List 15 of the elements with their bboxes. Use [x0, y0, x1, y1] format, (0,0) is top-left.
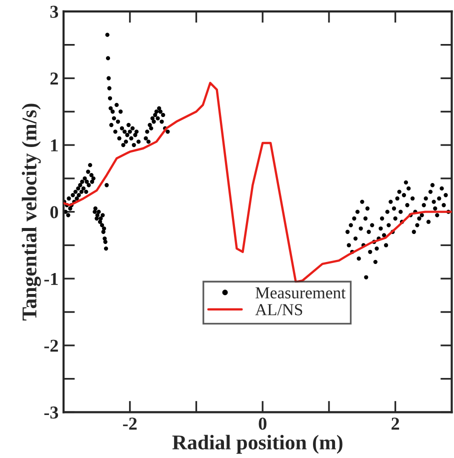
x-tick-label: 2: [392, 418, 400, 430]
line-series: [64, 82, 452, 284]
y-tick-label: 0: [50, 206, 58, 218]
x-tick-label: 0: [258, 418, 266, 430]
y-tick-label: 1: [51, 139, 58, 152]
y-tick-label: -2: [44, 340, 58, 352]
legend-label: Measurement: [256, 287, 346, 298]
x-axis-title: Radial position (m): [172, 434, 342, 454]
y-tick-label: 2: [50, 72, 58, 85]
y-tick-label: -3: [44, 406, 58, 419]
y-tick-label: 3: [50, 6, 58, 18]
x-tick-label: -2: [123, 418, 137, 430]
legend-label: AL/NS: [255, 304, 302, 316]
y-axis-title: Tangential velocity (m/s): [22, 104, 41, 320]
y-tick-label: -1: [44, 272, 58, 285]
